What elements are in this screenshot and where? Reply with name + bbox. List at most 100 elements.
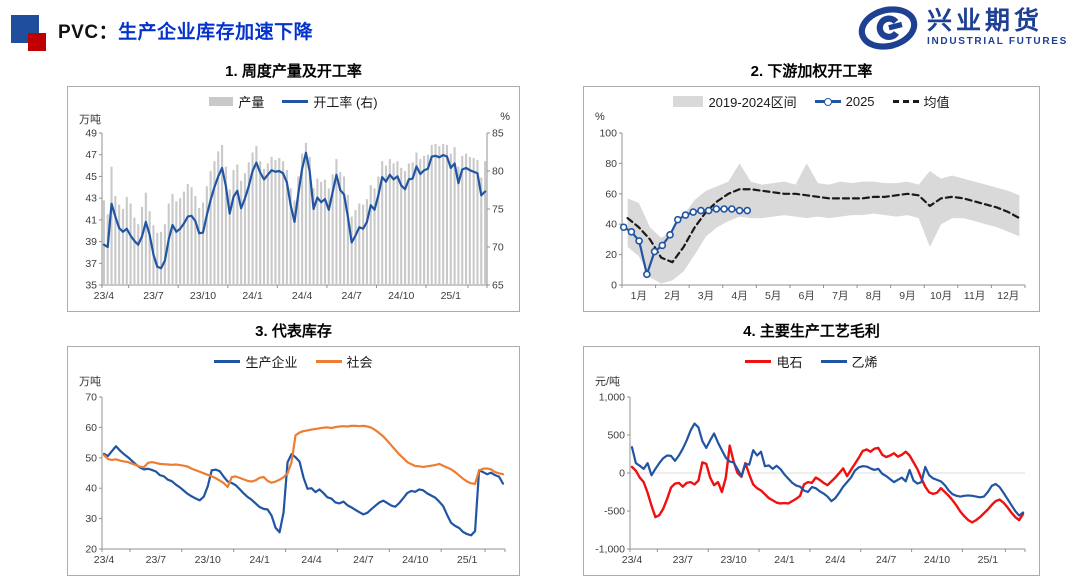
- legend-swatch-dash-icon: [892, 100, 919, 103]
- chart-title: 4. 主要生产工艺毛利: [743, 323, 880, 340]
- chart-plot: -1,000 -500 0 500 1,000 23/4 23/7 23/10 24/1 24/4…: [595, 392, 1026, 566]
- legend-swatch-line-icon: [315, 360, 342, 363]
- svg-text:39: 39: [85, 236, 97, 248]
- brand-logo-text: 兴业期货 INDUSTRIAL FUTURES: [927, 8, 1068, 48]
- svg-text:11月: 11月: [964, 290, 985, 302]
- legend-label: 均值: [923, 95, 950, 110]
- svg-text:500: 500: [607, 430, 625, 442]
- svg-text:25/1: 25/1: [457, 554, 478, 566]
- svg-text:37: 37: [85, 258, 97, 270]
- svg-text:40: 40: [605, 219, 617, 231]
- svg-text:25/1: 25/1: [978, 554, 999, 566]
- svg-text:41: 41: [85, 214, 97, 226]
- svg-text:0: 0: [611, 280, 617, 292]
- svg-text:80: 80: [492, 166, 504, 178]
- svg-text:25/1: 25/1: [441, 290, 462, 302]
- legend-marker-dot-icon: [823, 97, 832, 106]
- chart-block-weekly-output: 1. 周度产量及开工率 产量 开工率 (右) 万吨 % 35 37 39 41 43 45 4…: [67, 62, 520, 312]
- svg-text:30: 30: [85, 513, 97, 525]
- svg-text:4月: 4月: [731, 290, 747, 302]
- svg-text:65: 65: [492, 280, 504, 292]
- svg-text:80: 80: [605, 158, 617, 170]
- axis-unit-left: %: [595, 111, 605, 123]
- chart-plot: 0 20 40 60 80 100 1月 2月 3月 4月 5月 6月 7月 8月 9月 10月 11月 12月: [599, 128, 1026, 302]
- legend-swatch-line-icon: [214, 360, 241, 363]
- chart-panel: 产量 开工率 (右) 万吨 % 35 37 39 41 43 45 47 49 65 70 75 80 8…: [67, 86, 520, 312]
- svg-text:49: 49: [85, 128, 97, 140]
- svg-text:20: 20: [605, 249, 617, 261]
- svg-text:23/4: 23/4: [622, 554, 643, 566]
- svg-text:70: 70: [492, 242, 504, 254]
- svg-text:23/7: 23/7: [143, 290, 164, 302]
- legend-swatch-line-icon: [745, 360, 772, 363]
- svg-text:1,000: 1,000: [599, 392, 625, 404]
- svg-text:24/10: 24/10: [924, 554, 950, 566]
- axis-unit-left: 万吨: [79, 114, 101, 126]
- legend-item: 社会: [315, 352, 373, 371]
- svg-text:23/4: 23/4: [94, 554, 115, 566]
- svg-text:24/1: 24/1: [774, 554, 795, 566]
- svg-text:40: 40: [85, 483, 97, 495]
- bullet-red-square: [28, 33, 46, 51]
- legend-item: 均值: [892, 92, 950, 111]
- svg-text:50: 50: [85, 452, 97, 464]
- chart-plot: 35 37 39 41 43 45 47 49 65 70 75 80 85 23/4 23/7 23/10 2…: [85, 128, 504, 303]
- svg-text:24/4: 24/4: [292, 290, 313, 302]
- svg-text:60: 60: [85, 422, 97, 434]
- axis-unit-left: 元/吨: [595, 376, 621, 388]
- svg-text:5月: 5月: [765, 290, 781, 302]
- svg-text:7月: 7月: [832, 290, 848, 302]
- svg-text:9月: 9月: [899, 290, 915, 302]
- page-title-product: PVC：: [58, 22, 119, 43]
- svg-text:24/4: 24/4: [825, 554, 846, 566]
- svg-text:24/7: 24/7: [341, 290, 362, 302]
- legend-label: 生产企业: [245, 355, 298, 370]
- chart-title: 3. 代表库存: [255, 323, 332, 340]
- chart-block-margin: 4. 主要生产工艺毛利 电石 乙烯 元/吨 -1,000 -500 0 500 1,000…: [583, 322, 1040, 576]
- svg-text:24/7: 24/7: [353, 554, 374, 566]
- svg-text:24/10: 24/10: [388, 290, 414, 302]
- svg-text:10月: 10月: [930, 290, 952, 302]
- svg-text:24/10: 24/10: [402, 554, 428, 566]
- legend-swatch-bar-icon: [209, 97, 234, 106]
- svg-text:47: 47: [85, 149, 97, 161]
- chart-title: 2. 下游加权开工率: [750, 63, 873, 80]
- svg-text:23/7: 23/7: [673, 554, 694, 566]
- chart-legend: 产量 开工率 (右): [68, 92, 519, 111]
- svg-text:23/7: 23/7: [146, 554, 167, 566]
- legend-label: 2019-2024区间: [708, 95, 797, 110]
- page-title: PVC：生产企业库存加速下降: [58, 17, 313, 44]
- brand-swirl-icon: [858, 6, 918, 50]
- svg-text:24/1: 24/1: [242, 290, 263, 302]
- svg-text:3月: 3月: [698, 290, 714, 302]
- svg-text:60: 60: [605, 188, 617, 200]
- chart-legend: 电石 乙烯: [584, 352, 1039, 371]
- legend-label: 乙烯: [851, 355, 878, 370]
- axis-unit-left: 万吨: [79, 376, 101, 388]
- svg-text:45: 45: [85, 171, 97, 183]
- svg-text:70: 70: [85, 392, 97, 404]
- svg-text:2月: 2月: [664, 290, 680, 302]
- chart-legend: 2019-2024区间 2025 均值: [584, 92, 1039, 111]
- chart-title: 1. 周度产量及开工率: [225, 63, 362, 80]
- svg-text:6月: 6月: [799, 290, 815, 302]
- legend-label: 产量: [238, 95, 265, 110]
- brand-name-en: INDUSTRIAL FUTURES: [927, 36, 1068, 47]
- svg-text:20: 20: [85, 544, 97, 556]
- svg-text:0: 0: [619, 468, 625, 480]
- legend-label: 电石: [776, 355, 803, 370]
- legend-item: 乙烯: [820, 352, 878, 371]
- legend-item: 2025: [814, 94, 875, 109]
- legend-swatch-band-icon: [673, 96, 704, 107]
- svg-text:24/1: 24/1: [249, 554, 270, 566]
- svg-text:24/7: 24/7: [876, 554, 897, 566]
- chart-panel: 2019-2024区间 2025 均值 % 0 20 40 60 80 100 1月 2月 3月 4月…: [583, 86, 1040, 312]
- brand-name-cn: 兴业期货: [927, 8, 1044, 35]
- svg-text:24/4: 24/4: [301, 554, 322, 566]
- svg-text:100: 100: [599, 128, 617, 140]
- legend-item: 产量: [209, 92, 264, 111]
- chart-panel: 生产企业 社会 万吨 20 30 40 50 60 70 23/4 23/7 23/10 24/1 2…: [67, 346, 520, 576]
- svg-text:23/4: 23/4: [94, 290, 115, 302]
- legend-label: 开工率 (右): [313, 95, 378, 110]
